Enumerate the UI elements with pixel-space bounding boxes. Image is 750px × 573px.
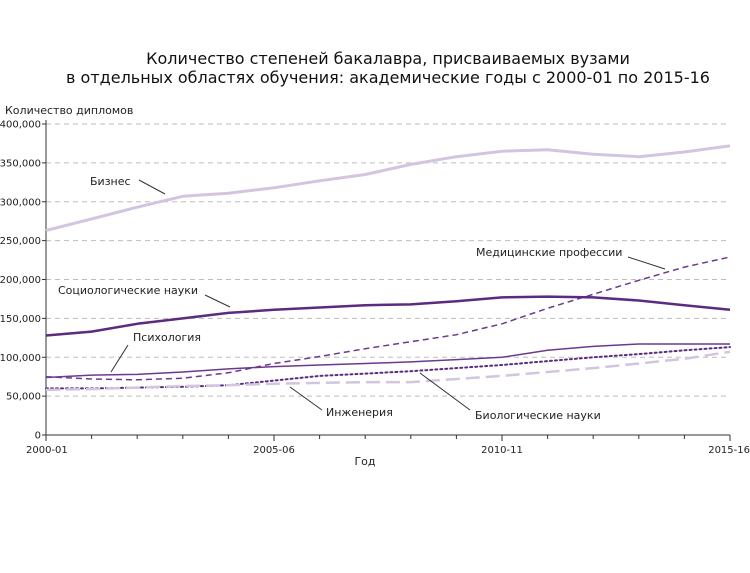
- series-label-business: Бизнес: [90, 175, 131, 188]
- series-lines: [45, 144, 731, 392]
- series-line-1: [45, 256, 731, 381]
- chart-title-line-1: Количество степеней бакалавра, присваива…: [146, 49, 630, 68]
- y-tick-label: 150,000: [0, 314, 41, 325]
- annotation-pointer-business: [138, 179, 166, 195]
- series-label-engineering: Инженерия: [326, 406, 393, 419]
- series-line-3: [45, 343, 730, 379]
- y-ticks: 0 50,000 100,000 150,000 200,000 250,000 300,0…: [0, 120, 46, 442]
- series-label-social-sciences: Социологические науки: [58, 284, 198, 297]
- y-tick-label: 300,000: [0, 197, 41, 208]
- annotation-pointer-social-sciences: [204, 294, 231, 308]
- chart-title-line-2: в отдельных областях обучения: академиче…: [66, 68, 710, 87]
- series-line-4: [45, 346, 731, 390]
- axes: [45, 120, 730, 436]
- annotation-pointer-engineering: [289, 386, 323, 411]
- annotation-pointer-health: [627, 256, 666, 270]
- x-axis-label: Год: [354, 455, 375, 468]
- series-line-0: [45, 144, 731, 232]
- y-tick-label: 100,000: [0, 353, 41, 364]
- annotation-pointer-biology: [419, 372, 471, 411]
- x-tick-label: 2015-16: [708, 445, 750, 456]
- y-tick-label: 50,000: [6, 392, 41, 403]
- y-tick-label: 0: [35, 431, 41, 442]
- gridlines: [46, 123, 730, 397]
- y-tick-label: 400,000: [0, 120, 41, 131]
- series-label-health: Медицинские профессии: [476, 246, 622, 259]
- series-label-psychology: Психология: [133, 331, 201, 344]
- annotation-pointer-psychology: [110, 344, 129, 373]
- x-ticks: 2000-01 2005-06 2010-11 2015-16: [26, 435, 750, 456]
- series-line-5: [45, 350, 731, 392]
- x-tick-label: 2000-01: [26, 445, 68, 456]
- annotations: Бизнес Медицинские профессии Социологиче…: [58, 175, 666, 422]
- y-tick-label: 200,000: [0, 275, 41, 286]
- series-label-biology: Биологические науки: [475, 409, 601, 422]
- x-tick-label: 2005-06: [253, 445, 295, 456]
- x-tick-label: 2010-11: [481, 445, 523, 456]
- series-line-2: [45, 295, 731, 337]
- y-tick-label: 350,000: [0, 158, 41, 169]
- y-axis-label: Количество дипломов: [5, 104, 133, 117]
- y-tick-label: 250,000: [0, 236, 41, 247]
